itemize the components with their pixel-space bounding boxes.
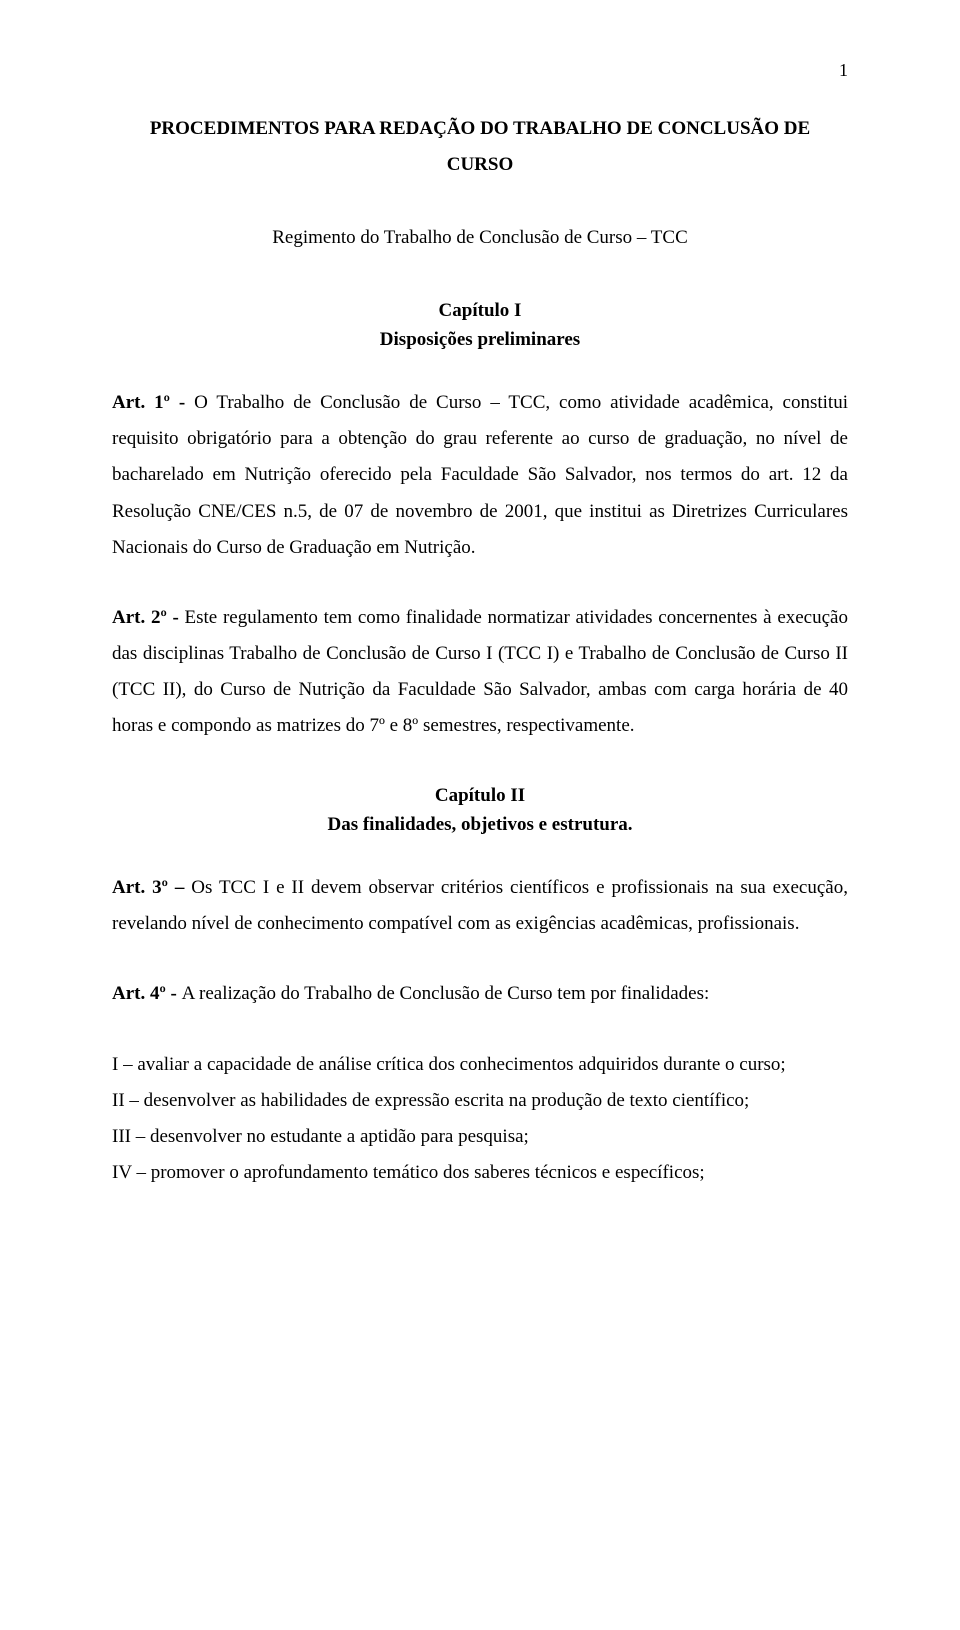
- chapter-1-description: Disposições preliminares: [112, 329, 848, 351]
- list-item-4: IV – promover o aprofundamento temático …: [112, 1155, 848, 1191]
- chapter-1-heading: Capítulo I: [112, 293, 848, 329]
- title-line-1: PROCEDIMENTOS PARA REDAÇÃO DO TRABALHO D…: [150, 118, 810, 139]
- article-2-text: Este regulamento tem como finalidade nor…: [112, 607, 848, 736]
- title-line-2: CURSO: [447, 154, 514, 175]
- document-subtitle: Regimento do Trabalho de Conclusão de Cu…: [112, 227, 848, 249]
- list-item-2: II – desenvolver as habilidades de expre…: [112, 1083, 848, 1119]
- article-3: Art. 3º – Os TCC I e II devem observar c…: [112, 870, 848, 942]
- list-item-1: I – avaliar a capacidade de análise crít…: [112, 1047, 848, 1083]
- list-item-3: III – desenvolver no estudante a aptidão…: [112, 1119, 848, 1155]
- article-1: Art. 1º - O Trabalho de Conclusão de Cur…: [112, 385, 848, 565]
- article-4: Art. 4º - A realização do Trabalho de Co…: [112, 976, 848, 1012]
- article-1-label: Art. 1º -: [112, 392, 194, 413]
- article-4-label: Art. 4º -: [112, 983, 182, 1004]
- article-1-text: O Trabalho de Conclusão de Curso – TCC, …: [112, 392, 848, 557]
- chapter-2-heading: Capítulo II: [112, 778, 848, 814]
- article-3-text: Os TCC I e II devem observar critérios c…: [112, 877, 848, 934]
- article-4-text: A realização do Trabalho de Conclusão de…: [182, 983, 710, 1004]
- article-2: Art. 2º - Este regulamento tem como fina…: [112, 600, 848, 744]
- article-2-label: Art. 2º -: [112, 607, 185, 628]
- chapter-2-description: Das finalidades, objetivos e estrutura.: [112, 814, 848, 836]
- article-3-label: Art. 3º –: [112, 877, 191, 898]
- page-number: 1: [112, 60, 848, 81]
- document-title: PROCEDIMENTOS PARA REDAÇÃO DO TRABALHO D…: [112, 111, 848, 183]
